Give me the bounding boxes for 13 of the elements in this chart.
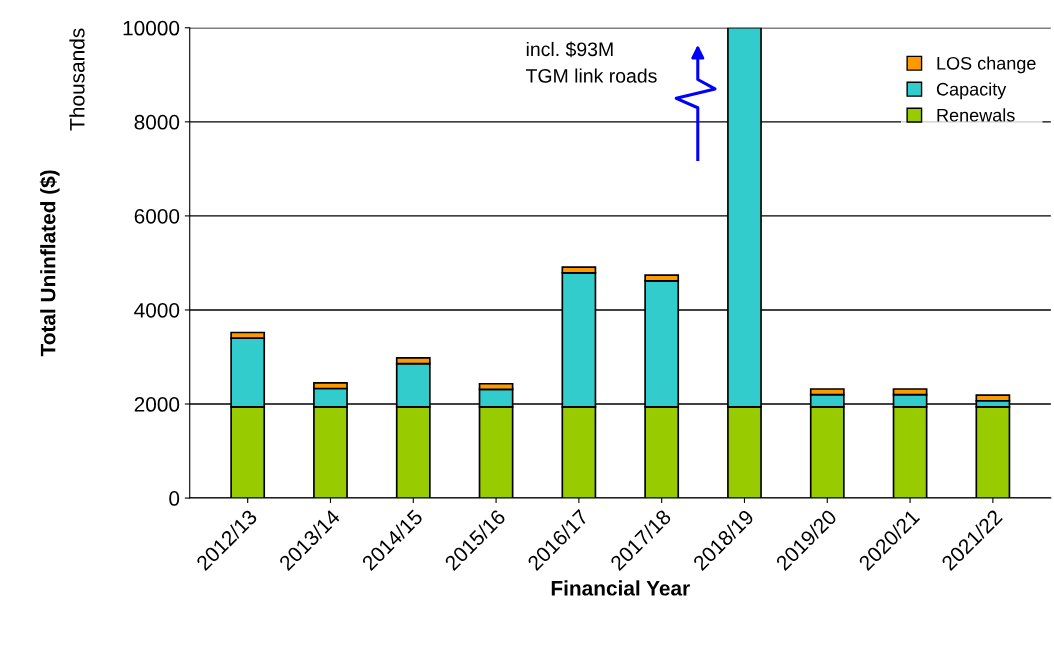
y-axis-title: Total Uninflated ($) — [39, 170, 60, 357]
legend-label: Capacity — [936, 82, 1007, 100]
y-tick-label: 10000 — [123, 20, 180, 36]
y-tick-label: 2000 — [134, 397, 180, 412]
y2-axis-title: Thousands — [69, 28, 85, 131]
y-tick-label: 8000 — [134, 114, 180, 130]
legend-label: Renewals — [937, 108, 1015, 122]
annotation: incl. $93M TGM link roads — [525, 41, 657, 83]
y-tick-label: 0 — [169, 491, 180, 506]
x-axis-title: Financial Year — [551, 580, 690, 596]
legend-label: LOS change — [937, 56, 1036, 74]
y-tick-label: 4000 — [134, 302, 180, 318]
y-tick-label: 6000 — [134, 208, 180, 224]
